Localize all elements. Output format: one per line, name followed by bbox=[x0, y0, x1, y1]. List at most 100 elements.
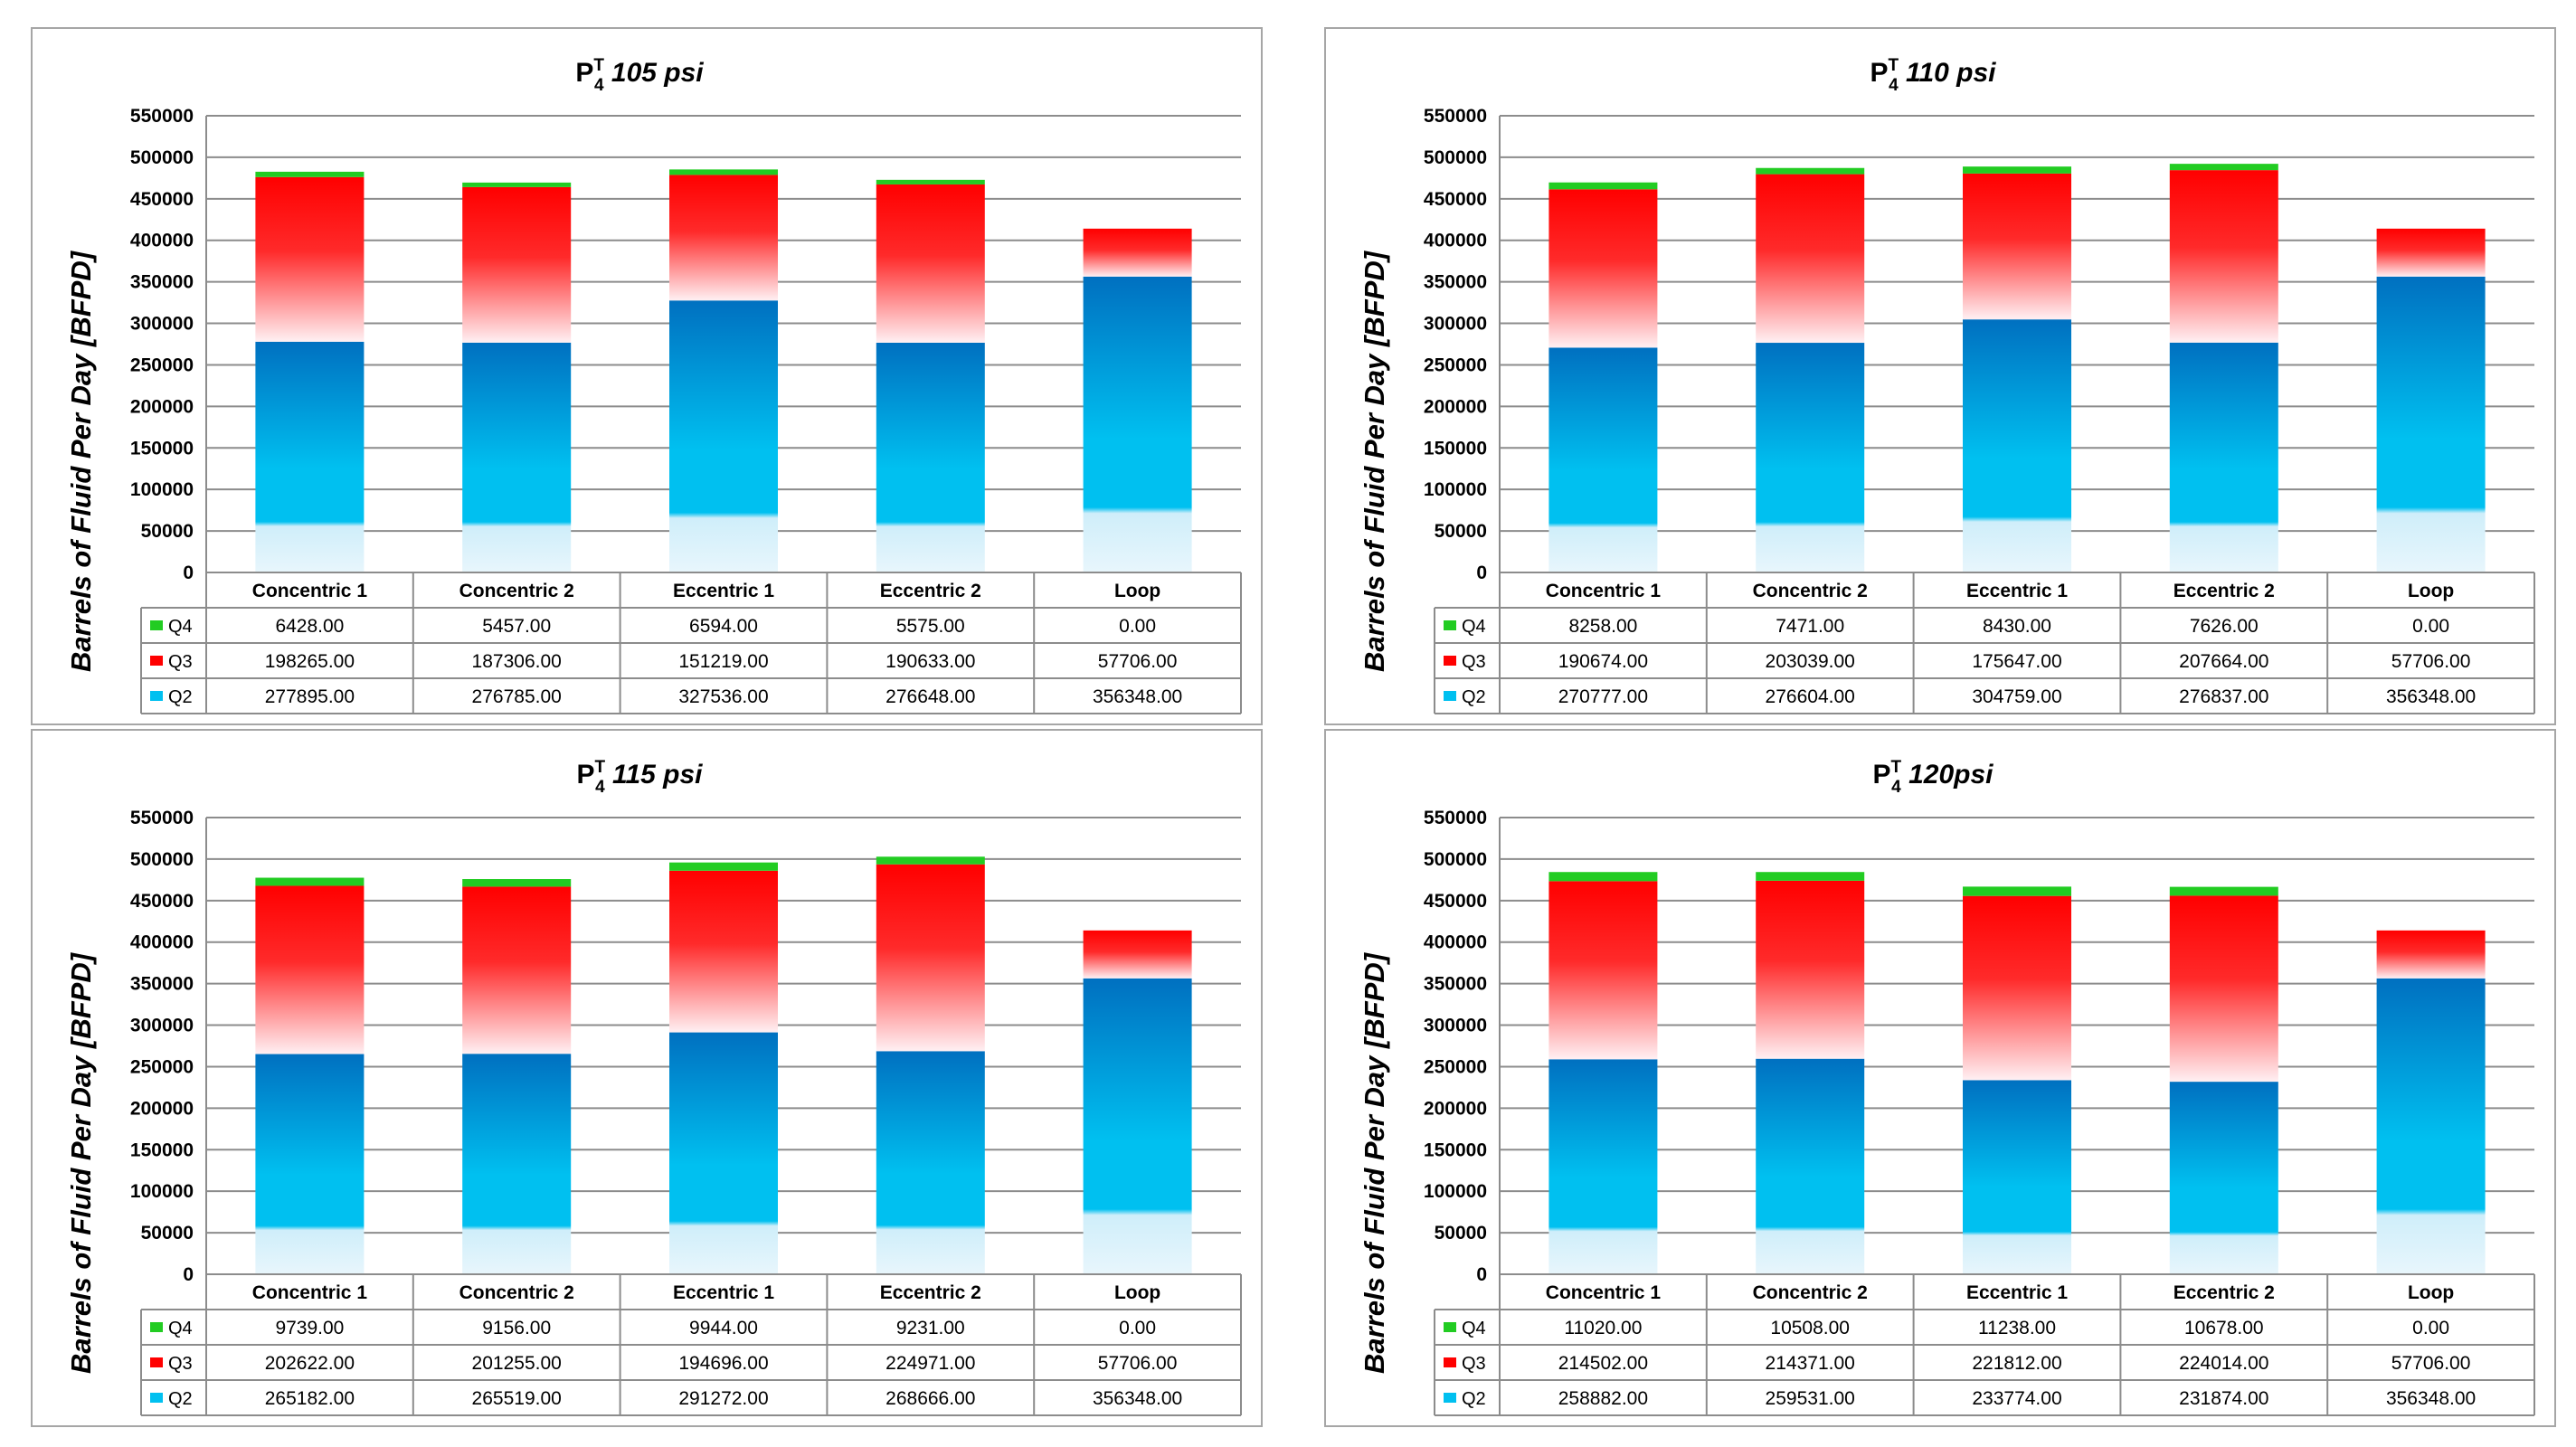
x-category-label: Eccentric 2 bbox=[880, 1282, 981, 1303]
x-category-label: Concentric 1 bbox=[252, 581, 368, 601]
bar-q4 bbox=[669, 169, 778, 175]
legend-label: Q4 bbox=[1462, 617, 1486, 637]
chart-svg: PT 4 105 psi Barrels of Fluid Per Day [BFP… bbox=[65, 56, 1242, 714]
y-tick-label: 100000 bbox=[130, 1181, 194, 1202]
bar-q3 bbox=[669, 175, 778, 301]
y-tick-label: 50000 bbox=[1435, 1223, 1487, 1244]
legend-label: Q2 bbox=[168, 687, 193, 707]
bar-q3 bbox=[669, 870, 778, 1033]
x-category-label: Loop bbox=[2408, 1282, 2454, 1303]
data-label: 190674.00 bbox=[1558, 651, 1648, 672]
legend-label: Q2 bbox=[168, 1389, 193, 1409]
y-tick-label: 400000 bbox=[1424, 932, 1487, 953]
legend-key-q2 bbox=[1444, 691, 1456, 701]
y-tick-label: 250000 bbox=[1424, 1056, 1487, 1077]
data-label: 356348.00 bbox=[1093, 686, 1182, 707]
bar-q4 bbox=[1756, 872, 1865, 881]
bar-q4 bbox=[1963, 166, 2071, 174]
data-label: 0.00 bbox=[1119, 616, 1156, 637]
legend-key-q3 bbox=[1444, 1357, 1456, 1367]
legend-key-q4 bbox=[1444, 1322, 1456, 1332]
x-category-label: Eccentric 1 bbox=[1966, 1282, 2068, 1303]
bar-q4 bbox=[462, 182, 572, 187]
x-category-label: Eccentric 2 bbox=[2174, 1282, 2275, 1303]
bar-q4 bbox=[876, 856, 985, 865]
chart-svg: PT 4 110 psi Barrels of Fluid Per Day [BFP… bbox=[1359, 56, 2535, 714]
y-tick-label: 200000 bbox=[1424, 1098, 1487, 1119]
data-label: 214502.00 bbox=[1558, 1353, 1648, 1374]
y-tick-label: 50000 bbox=[141, 1223, 194, 1244]
data-label: 190633.00 bbox=[886, 651, 975, 672]
bar-q2 bbox=[255, 1054, 365, 1274]
y-tick-label: 300000 bbox=[1424, 1016, 1487, 1036]
x-category-label: Concentric 1 bbox=[1546, 1282, 1662, 1303]
y-tick-label: 250000 bbox=[1424, 355, 1487, 375]
chart-title: PT 4 110 psi bbox=[1870, 56, 1996, 95]
data-label: 57706.00 bbox=[2391, 1353, 2471, 1374]
chart-title: PT 4 105 psi bbox=[575, 56, 704, 95]
legend-label: Q2 bbox=[1462, 1389, 1486, 1409]
x-category-label: Concentric 2 bbox=[459, 581, 574, 601]
data-label: 304759.00 bbox=[1972, 686, 2061, 707]
y-axis-label: Barrels of Fluid Per Day [BFPD] bbox=[65, 951, 97, 1374]
bar-q3 bbox=[876, 184, 985, 343]
chart-svg: PT 4 115 psi Barrels of Fluid Per Day [BFP… bbox=[65, 758, 1242, 1416]
data-label: 175647.00 bbox=[1972, 651, 2061, 672]
y-tick-label: 50000 bbox=[141, 521, 194, 542]
data-label: 7626.00 bbox=[2190, 616, 2259, 637]
bar-q3 bbox=[462, 886, 572, 1055]
legend-key-q4 bbox=[1444, 620, 1456, 630]
data-label: 270777.00 bbox=[1558, 686, 1648, 707]
legend-label: Q2 bbox=[1462, 687, 1486, 707]
y-tick-label: 0 bbox=[183, 563, 194, 583]
y-tick-label: 350000 bbox=[1424, 974, 1487, 995]
x-category-label: Concentric 1 bbox=[1546, 581, 1662, 601]
bar-q2 bbox=[1756, 343, 1865, 572]
bar-q3 bbox=[2169, 895, 2278, 1083]
x-category-label: Concentric 2 bbox=[459, 1282, 574, 1303]
data-label: 9231.00 bbox=[896, 1318, 965, 1338]
bar-q3 bbox=[1548, 189, 1658, 348]
bar-q2 bbox=[1548, 347, 1658, 572]
data-label: 276837.00 bbox=[2179, 686, 2268, 707]
y-tick-label: 450000 bbox=[1424, 891, 1487, 912]
bar-q2 bbox=[255, 341, 365, 572]
data-label: 9739.00 bbox=[275, 1318, 344, 1338]
data-label: 327536.00 bbox=[678, 686, 768, 707]
x-category-label: Concentric 2 bbox=[1753, 1282, 1868, 1303]
x-category-label: Eccentric 2 bbox=[2174, 581, 2275, 601]
bar-q4 bbox=[1548, 872, 1658, 882]
chart-svg: PT 4 120psi Barrels of Fluid Per Day [BFPD… bbox=[1359, 758, 2535, 1416]
y-tick-label: 350000 bbox=[1424, 272, 1487, 293]
bar-q2 bbox=[462, 342, 572, 572]
y-tick-label: 450000 bbox=[1424, 189, 1487, 210]
bar-q3 bbox=[1083, 228, 1192, 277]
data-label: 224971.00 bbox=[886, 1353, 975, 1374]
y-tick-label: 400000 bbox=[130, 932, 194, 953]
bar-q3 bbox=[255, 176, 365, 342]
legend-label: Q4 bbox=[168, 617, 193, 637]
y-tick-label: 550000 bbox=[130, 808, 194, 828]
data-label: 265182.00 bbox=[265, 1388, 355, 1409]
y-axis-label: Barrels of Fluid Per Day [BFPD] bbox=[1359, 951, 1390, 1374]
bar-q2 bbox=[1963, 319, 2071, 572]
data-label: 259531.00 bbox=[1766, 1388, 1855, 1409]
data-label: 8258.00 bbox=[1568, 616, 1637, 637]
data-label: 57706.00 bbox=[1098, 651, 1178, 672]
x-category-label: Concentric 1 bbox=[252, 1282, 368, 1303]
data-label: 187306.00 bbox=[472, 651, 562, 672]
legend-label: Q4 bbox=[168, 1319, 193, 1338]
y-tick-label: 150000 bbox=[130, 438, 194, 459]
bar-q2 bbox=[2376, 978, 2486, 1274]
data-label: 198265.00 bbox=[265, 651, 355, 672]
y-tick-label: 300000 bbox=[130, 1016, 194, 1036]
data-label: 258882.00 bbox=[1558, 1388, 1648, 1409]
bar-q3 bbox=[2376, 228, 2486, 277]
bar-q2 bbox=[876, 1051, 985, 1274]
bar-q4 bbox=[1756, 167, 1865, 175]
bar-q2 bbox=[462, 1054, 572, 1274]
data-label: 202622.00 bbox=[265, 1353, 355, 1374]
x-category-label: Eccentric 1 bbox=[673, 581, 774, 601]
bar-q4 bbox=[1548, 182, 1658, 190]
y-tick-label: 450000 bbox=[130, 891, 194, 912]
